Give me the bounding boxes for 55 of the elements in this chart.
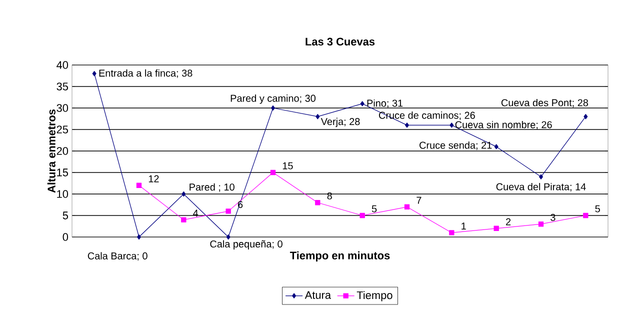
point	[182, 191, 186, 197]
data-label: Cruce senda; 21	[420, 141, 492, 150]
point	[583, 212, 588, 218]
point	[494, 226, 499, 231]
data-label: Pino; 31	[367, 99, 403, 108]
data-label: Cueva sin nombre; 26	[455, 120, 552, 130]
point	[270, 105, 276, 111]
data-label: 12	[148, 175, 159, 182]
point	[270, 170, 276, 176]
point	[538, 222, 544, 227]
point	[315, 200, 320, 206]
point	[360, 212, 365, 218]
y-axis-title: Altura enmetros	[47, 109, 56, 193]
y-tick-label: 15	[57, 168, 68, 176]
data-label: Cala Barca; 0	[88, 252, 148, 261]
y-tick-label: 40	[56, 61, 68, 69]
point	[494, 144, 498, 150]
y-tick-label: 30	[56, 104, 68, 112]
data-label: 5	[595, 205, 600, 212]
legend-label: Atura	[304, 291, 332, 299]
data-label: Cueva des Pont; 28	[501, 98, 588, 108]
point	[404, 122, 410, 128]
point	[136, 234, 142, 240]
legend-label: Tiempo	[356, 291, 392, 302]
data-label: 15	[282, 162, 293, 170]
point	[584, 114, 588, 120]
data-label: Pared ; 10	[190, 183, 234, 192]
data-label: Cala pequeña; 0	[210, 240, 282, 250]
data-label: 7	[416, 196, 422, 204]
chart-title: Las 3 Cuevas	[306, 38, 375, 46]
y-tick-label: 35	[56, 82, 68, 90]
point	[136, 182, 142, 188]
x-axis-title: Tiempo en minutos	[290, 251, 390, 262]
point	[316, 114, 320, 120]
point	[538, 174, 544, 180]
data-label: Pared y camino; 30	[230, 94, 316, 104]
point	[92, 71, 96, 76]
data-label: Entrada a la finca; 38	[99, 69, 192, 78]
data-label: Verja; 28	[320, 118, 360, 128]
y-tick-label: 10	[57, 190, 68, 198]
data-label: Cueva del Pirata; 14	[496, 182, 586, 192]
point	[449, 230, 454, 236]
y-tick-label: 0	[62, 233, 68, 241]
point	[404, 204, 410, 210]
point	[181, 217, 186, 222]
data-label: 5	[372, 205, 377, 212]
point	[450, 122, 454, 128]
data-label: 2	[506, 218, 511, 226]
y-tick-label: 5	[62, 212, 68, 220]
point	[226, 208, 231, 214]
y-tick-label: 20	[56, 147, 68, 155]
y-tick-label: 25	[56, 126, 68, 134]
point	[360, 101, 364, 106]
data-label: 1	[462, 222, 466, 230]
point	[226, 234, 230, 240]
